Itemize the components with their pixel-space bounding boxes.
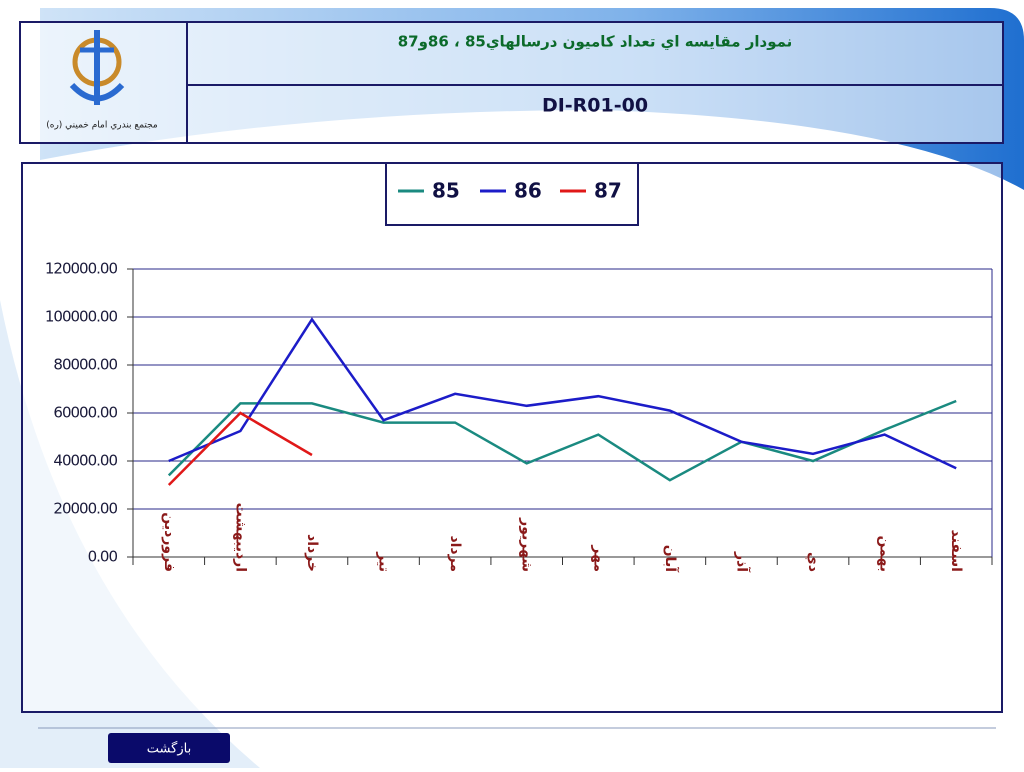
x-tick-label: خرداد: [304, 534, 320, 572]
y-tick-label: 120000.00: [45, 260, 118, 278]
y-tick-label: 80000.00: [53, 356, 117, 374]
header-code: DI-R01-00: [542, 95, 648, 117]
x-tick-label: مرداد: [447, 535, 463, 572]
x-tick-label: مهر: [590, 544, 606, 572]
logo: [69, 30, 125, 105]
x-tick-label: دي: [804, 552, 821, 572]
chart-frame: [21, 162, 1003, 713]
y-tick-label: 0.00: [88, 548, 118, 566]
x-tick-label: آذر: [733, 551, 751, 573]
x-tick-label: ارديبهشت: [232, 503, 248, 572]
x-tick-label: اسفند: [948, 530, 964, 572]
y-tick-label: 60000.00: [53, 404, 117, 422]
x-tick-label: فروردين: [161, 512, 177, 572]
y-tick-label: 100000.00: [45, 308, 118, 326]
x-tick-label: آبان: [662, 545, 680, 573]
series-line: [167, 399, 957, 482]
y-tick-label: 20000.00: [53, 500, 117, 518]
legend-label: 87: [594, 179, 622, 203]
logo-caption: مجتمع بندري امام خميني (ره): [46, 121, 158, 131]
header-box: [19, 21, 1004, 144]
y-tick-label: 40000.00: [53, 452, 117, 470]
x-tick-label: تير: [376, 551, 392, 572]
legend-label: 86: [514, 179, 542, 203]
x-tick-label: شهريور: [519, 517, 535, 572]
series-line: [167, 411, 313, 486]
legend-label: 85: [432, 179, 460, 203]
header-title: نمودار مقايسه اي تعداد كاميون درسالهاي85…: [398, 33, 793, 52]
back-button[interactable]: [108, 733, 230, 763]
series-line: [168, 317, 957, 470]
legend-box: [385, 162, 639, 226]
back-button-label[interactable]: بازگشت: [147, 741, 191, 757]
x-tick-label: بهمن: [877, 536, 893, 572]
